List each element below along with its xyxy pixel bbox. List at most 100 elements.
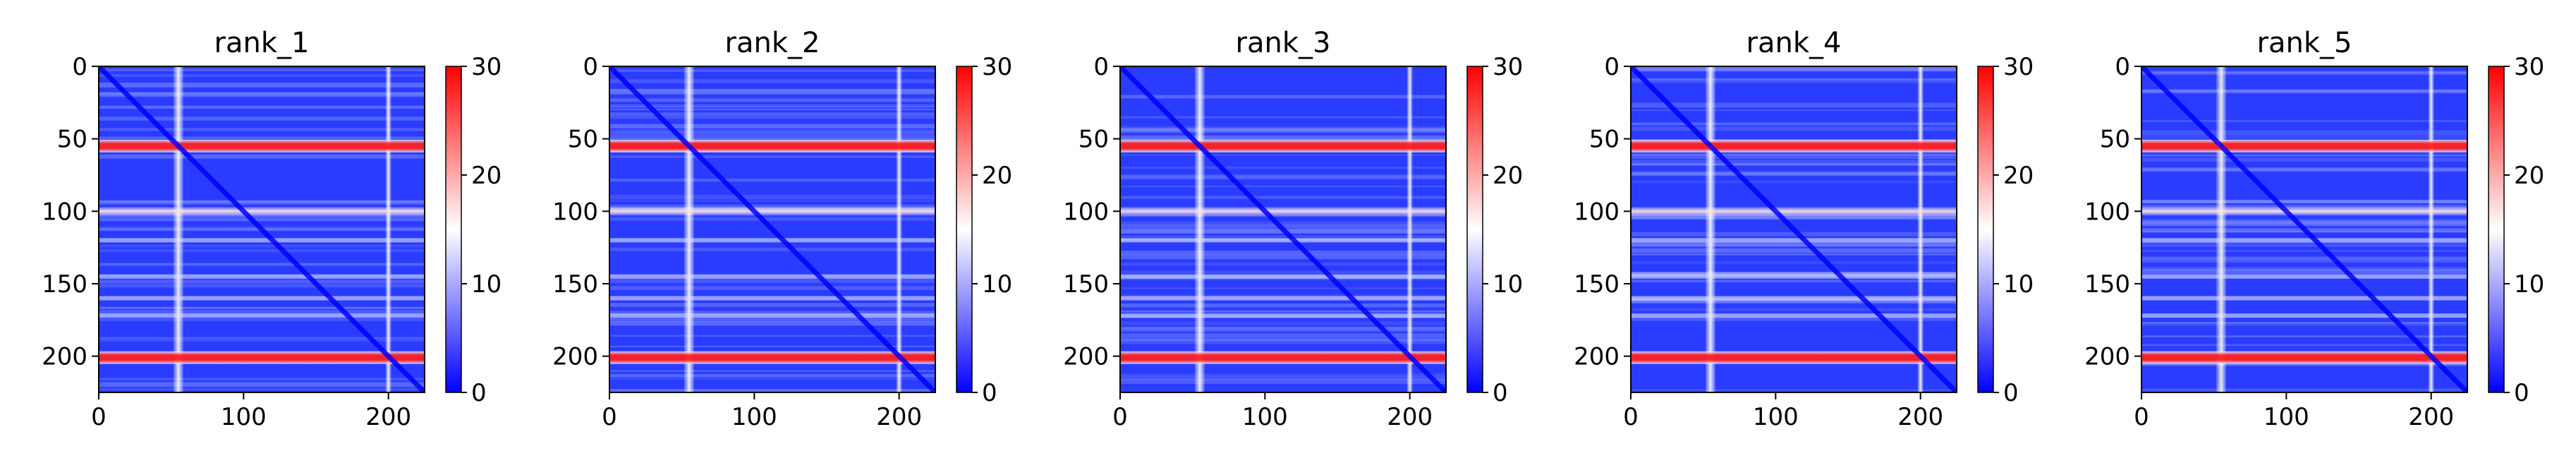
colorbar-tick-label: 10 bbox=[982, 270, 1012, 299]
heatmap-streak bbox=[99, 219, 425, 222]
heatmap-streak bbox=[1631, 153, 1957, 156]
heatmap-streak bbox=[1631, 154, 1957, 160]
x-tick-label: 100 bbox=[2264, 403, 2309, 431]
heatmap-streak bbox=[609, 88, 935, 92]
heatmap-streak bbox=[2141, 89, 2467, 92]
heatmap-streak bbox=[99, 105, 425, 109]
colorbar-tick-label: 0 bbox=[2003, 379, 2019, 407]
heatmap-streak bbox=[1631, 243, 1957, 246]
x-tick-label: 0 bbox=[2134, 403, 2149, 431]
white-column-band bbox=[1194, 66, 1205, 392]
heatmap-image bbox=[609, 66, 935, 392]
axes-frame bbox=[2141, 66, 2468, 393]
heatmap-streak bbox=[2141, 89, 2467, 94]
y-tick-label: 100 bbox=[2084, 198, 2130, 226]
soft-row-band bbox=[1120, 238, 1446, 243]
soft-row-band bbox=[1631, 296, 1957, 301]
heatmap-streak bbox=[1120, 196, 1446, 199]
heatmap-streak bbox=[609, 370, 935, 372]
heatmap-streak bbox=[1631, 164, 1957, 166]
heatmap-streak bbox=[1631, 215, 1957, 220]
heatmap-image bbox=[99, 66, 425, 392]
heatmap-streak bbox=[609, 179, 935, 182]
x-tick-label: 0 bbox=[1623, 403, 1639, 431]
red-row-band bbox=[2141, 139, 2467, 152]
heatmap-streak bbox=[1631, 68, 1957, 71]
heatmap-streak bbox=[99, 337, 425, 339]
colorbar-tick-label: 20 bbox=[982, 162, 1012, 190]
heatmap-streak bbox=[1120, 135, 1446, 140]
red-row-band bbox=[99, 351, 425, 364]
colorbar-tick-label: 30 bbox=[982, 53, 1012, 81]
heatmap-streak bbox=[2141, 71, 2467, 76]
heatmap-panel-3: rank_3 0 100 200 0 50 100 150 200 0 10 20 30 bbox=[1063, 27, 1523, 431]
heatmap-panel-1: rank_1 0 100 200 0 50 100 150 200 0 10 20 30 bbox=[42, 27, 502, 431]
colorbar-tick-label: 10 bbox=[2003, 270, 2034, 299]
heatmap-streak bbox=[609, 109, 935, 111]
y-tick-label: 0 bbox=[1093, 53, 1109, 81]
heatmap-streak bbox=[1631, 78, 1957, 81]
y-tick-label: 0 bbox=[72, 53, 87, 81]
heatmap-streak bbox=[99, 280, 425, 283]
heatmap-streak bbox=[609, 200, 935, 202]
red-row-band bbox=[1631, 207, 1957, 216]
heatmap-streak bbox=[2141, 120, 2467, 122]
heatmap-streak bbox=[2141, 199, 2467, 203]
heatmap-streak bbox=[1631, 248, 1957, 253]
x-tick-label: 200 bbox=[876, 403, 922, 431]
white-column-band bbox=[896, 66, 902, 392]
red-row-band bbox=[1120, 139, 1446, 152]
y-tick-label: 150 bbox=[1063, 270, 1109, 299]
heatmap-streak bbox=[609, 217, 935, 221]
red-row-band bbox=[1120, 207, 1446, 216]
soft-row-band bbox=[99, 296, 425, 301]
colorbar-tick-label: 0 bbox=[2514, 379, 2529, 407]
soft-row-band bbox=[609, 313, 935, 318]
colorbar-tick-label: 10 bbox=[1493, 270, 1523, 299]
heatmap-streak bbox=[609, 311, 935, 315]
y-tick-label: 150 bbox=[42, 270, 87, 299]
heatmap-streak bbox=[609, 318, 935, 322]
heatmap-streak bbox=[1120, 251, 1446, 255]
heatmap-streak bbox=[1631, 298, 1957, 303]
soft-row-band bbox=[2141, 238, 2467, 243]
heatmap-streak bbox=[609, 98, 935, 102]
heatmap-streak bbox=[1120, 287, 1446, 289]
heatmap-streak bbox=[99, 337, 425, 342]
red-row-band bbox=[1631, 139, 1957, 152]
heatmap-streak bbox=[609, 345, 935, 348]
heatmap-streak bbox=[2141, 256, 2467, 261]
heatmap-streak bbox=[2141, 130, 2467, 135]
heatmap-streak bbox=[1631, 163, 1957, 166]
y-tick-label: 100 bbox=[552, 198, 598, 226]
heatmap-streak bbox=[609, 373, 935, 378]
heatmap-streak bbox=[1631, 122, 1957, 126]
heatmap-streak bbox=[609, 69, 935, 73]
soft-row-band bbox=[2141, 296, 2467, 301]
heatmap-streak bbox=[609, 195, 935, 200]
white-column-band bbox=[2216, 66, 2226, 392]
heatmap-streak bbox=[99, 285, 425, 288]
heatmap-streak bbox=[609, 112, 935, 116]
panel-title: rank_1 bbox=[214, 27, 310, 59]
heatmap-streak bbox=[1631, 109, 1957, 112]
heatmap-streak bbox=[609, 321, 935, 326]
panel-title: rank_4 bbox=[1746, 27, 1842, 59]
heatmap-streak bbox=[609, 92, 935, 95]
heatmap-streak bbox=[1631, 172, 1957, 176]
heatmap-streak bbox=[2141, 223, 2467, 227]
heatmap-streak bbox=[99, 116, 425, 121]
heatmap-streak bbox=[609, 378, 935, 380]
soft-row-band bbox=[1120, 313, 1446, 318]
heatmap-streak bbox=[1120, 338, 1446, 340]
heatmap-streak bbox=[609, 335, 935, 337]
heatmap-streak bbox=[99, 318, 425, 321]
heatmap-streak bbox=[2141, 154, 2467, 157]
colorbar-tick-label: 20 bbox=[2003, 162, 2034, 190]
heatmap-streak bbox=[1631, 214, 1957, 220]
heatmap-streak bbox=[1631, 299, 1957, 304]
y-tick-label: 200 bbox=[1574, 343, 1620, 371]
colorbar bbox=[956, 66, 973, 393]
red-row-band bbox=[609, 139, 935, 152]
axes-frame bbox=[1630, 66, 1957, 393]
